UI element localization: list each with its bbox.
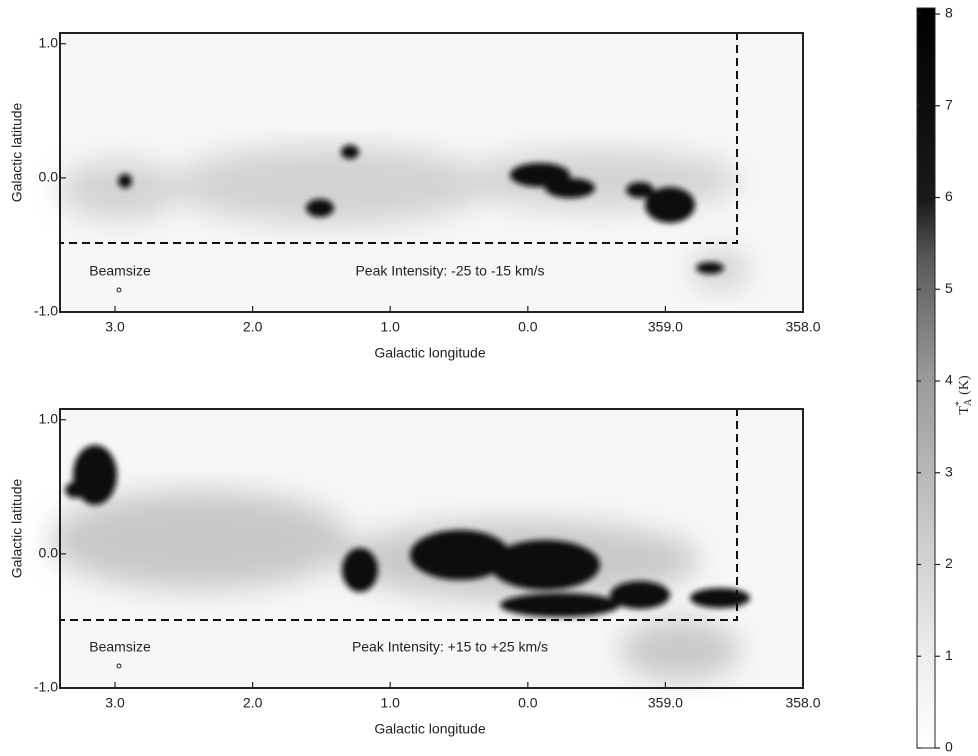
x-tick-label: 0.0 (518, 695, 538, 711)
colorbar-tick-label: 7 (945, 96, 953, 112)
plot-frame (59, 32, 804, 313)
colorbar-tick-label: 8 (945, 5, 953, 21)
x-tick-label: 3.0 (105, 695, 125, 711)
x-tick-label: 1.0 (380, 319, 400, 335)
x-tick-label: 358.0 (785, 695, 820, 711)
y-tick-label: 1.0 (39, 34, 59, 50)
x-tick-label: 359.0 (648, 319, 683, 335)
map-image (50, 409, 803, 688)
beam-marker (116, 287, 122, 293)
x-tick-label: 3.0 (105, 319, 125, 335)
label-sub: A (963, 398, 974, 406)
annotation: Peak Intensity: +15 to +25 km/s (352, 639, 548, 655)
map-image (60, 33, 803, 312)
label-sup: * (954, 401, 965, 406)
colorbar-tick-label: 3 (945, 463, 953, 479)
beam-marker (116, 663, 122, 669)
colorbar (916, 7, 936, 749)
x-tick-label: 2.0 (243, 695, 263, 711)
y-tick-label: 1.0 (39, 410, 59, 426)
x-axis-label: Galactic longitude (374, 345, 486, 361)
colorbar-tick-label: 5 (945, 280, 953, 296)
x-tick-label: 358.0 (785, 319, 820, 335)
y-tick-label: 0.0 (39, 169, 59, 185)
beam-label: Beamsize (89, 263, 151, 279)
colorbar-tick-label: 4 (945, 372, 953, 388)
y-tick-label: 0.0 (39, 545, 59, 561)
annotation: Peak Intensity: -25 to -15 km/s (355, 263, 544, 279)
colorbar-tick-label: 6 (945, 188, 953, 204)
x-tick-label: 0.0 (518, 319, 538, 335)
x-tick-label: 359.0 (648, 695, 683, 711)
plot-frame (59, 408, 804, 689)
colorbar-tick-label: 0 (945, 739, 953, 755)
beam-label: Beamsize (89, 639, 151, 655)
y-tick-label: -1.0 (34, 303, 58, 319)
y-tick-label: -1.0 (34, 679, 58, 695)
label-unit: (K) (957, 375, 972, 395)
x-axis-label: Galactic longitude (374, 721, 486, 737)
y-axis-label: Galactic latitude (9, 478, 25, 578)
label-main: T (957, 406, 972, 415)
colorbar-tick-label: 1 (945, 647, 953, 663)
x-tick-label: 2.0 (243, 319, 263, 335)
colorbar-tick-label: 2 (945, 555, 953, 571)
x-tick-label: 1.0 (380, 695, 400, 711)
y-axis-label: Galactic latitude (9, 102, 25, 202)
colorbar-label: T*A (K) (954, 375, 974, 415)
